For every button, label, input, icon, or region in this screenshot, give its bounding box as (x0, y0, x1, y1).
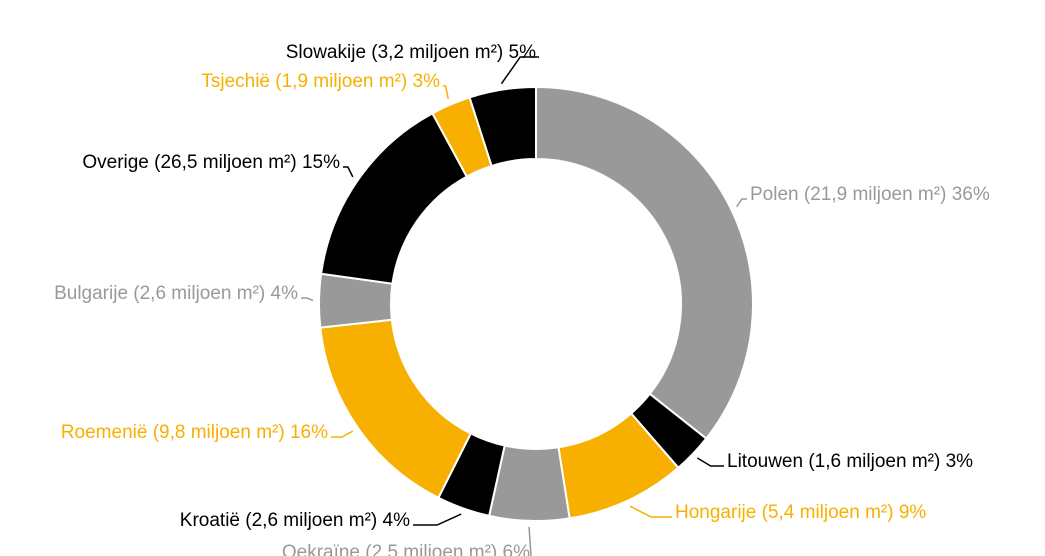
donut-segment (319, 318, 473, 500)
leader-line (696, 457, 724, 467)
data-label: Overige (26,5 miljoen m²) 15% (82, 152, 340, 173)
leader-line (343, 166, 354, 178)
data-label: Tsjechië (1,9 miljoen m²) 3% (201, 71, 440, 92)
data-label: Roemenië (9,8 miljoen m²) 16% (61, 422, 328, 443)
data-label: Hongarije (5,4 miljoen m²) 9% (675, 502, 926, 523)
data-label: Bulgarije (2,6 miljoen m²) 4% (54, 283, 298, 304)
leader-line (301, 297, 314, 302)
donut-segment (319, 111, 469, 285)
leader-line (443, 85, 449, 100)
donut-segment (535, 85, 754, 440)
leader-line (736, 198, 747, 208)
data-label: Polen (21,9 miljoen m²) 36% (750, 184, 990, 205)
donut-segment (468, 85, 537, 168)
leader-line (413, 513, 462, 526)
data-label: Litouwen (1,6 miljoen m²) 3% (727, 451, 973, 472)
data-label: Kroatië (2,6 miljoen m²) 4% (180, 510, 410, 531)
data-label: Oekraïne (2,5 miljoen m²) 6% (282, 542, 530, 556)
leader-line (500, 56, 539, 85)
data-label: Slowakije (3,2 miljoen m²) 5% (286, 42, 536, 63)
leader-line (629, 505, 672, 518)
leader-line (528, 526, 532, 556)
leader-line (331, 430, 354, 438)
